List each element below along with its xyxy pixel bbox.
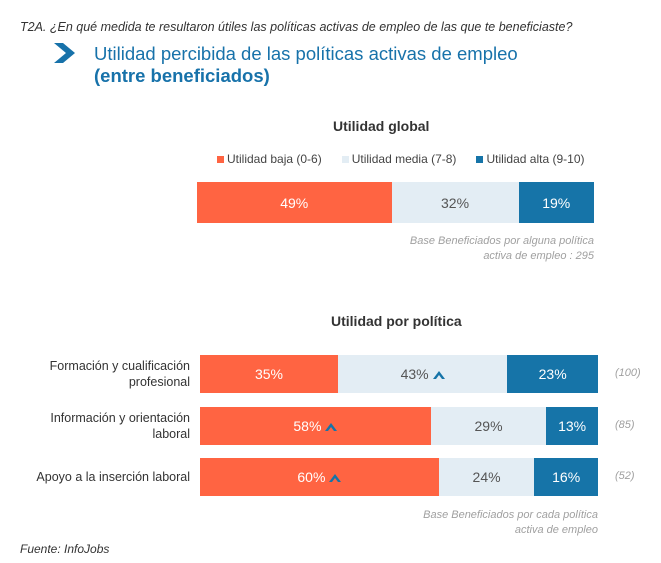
category-label: Información y orientación laboral [10,410,190,442]
segment-high: 23% [507,355,598,393]
data-label: 60% [297,469,326,485]
segment-mid: 43% [337,355,508,393]
policy-section-title: Utilidad por política [331,313,462,329]
policy-base-note: Base Beneficiados por cada política acti… [423,508,598,538]
segment-low: 58% [200,407,431,445]
chart-title: Utilidad percibida de las políticas acti… [94,43,518,64]
global-stacked-bar: 49% 32% 19% [197,182,594,223]
legend-swatch-low [217,155,224,163]
data-label: 19% [542,194,571,211]
policy-note-line1: Base Beneficiados por cada política [423,509,598,521]
data-label: 13% [558,418,587,434]
chevron-right-icon [54,43,75,63]
legend-label-mid: Utilidad media (7-8) [351,152,457,166]
segment-mid: 29% [430,407,547,445]
data-label: 35% [254,366,283,382]
category-label-line: laboral [152,427,190,441]
category-label-line: profesional [128,375,190,389]
global-note-line1: Base Beneficiados por alguna política [409,235,594,247]
policy-stacked-bar: 35% 43% 23% [200,355,598,393]
category-label-line: Apoyo a la inserción laboral [36,470,190,484]
sample-base-label: (100) [615,367,641,379]
chart-subtitle: (entre beneficiados) [94,65,270,86]
sample-base-label: (52) [615,470,635,482]
category-label: Formación y cualificación profesional [10,358,190,390]
segment-high: 13% [546,407,598,445]
source-note: Fuente: InfoJobs [20,542,110,556]
segment-mid: 24% [438,458,535,496]
legend-item-low: Utilidad baja (0-6) [217,152,322,166]
data-label: 49% [280,194,309,211]
data-label: 24% [472,469,501,485]
global-title-text: Utilidad global [333,118,430,134]
data-label: 23% [538,366,567,382]
data-label: 58% [293,418,322,434]
data-label: 32% [441,194,470,211]
legend-swatch-mid [341,155,349,163]
segment-mid: 32% [391,182,519,223]
segment-high: 16% [534,458,598,496]
global-base-note: Base Beneficiados por alguna política ac… [410,234,594,264]
legend-label-low: Utilidad baja (0-6) [227,152,322,166]
sample-base-label: (85) [615,419,635,431]
data-label: 16% [552,469,581,485]
segment-low: 49% [197,182,392,223]
legend-item-mid: Utilidad media (7-8) [341,152,457,166]
policy-note-line2: activa de empleo [514,524,598,536]
policy-stacked-bar: 60% 24% 16% [200,458,598,496]
legend-swatch-high [476,155,484,163]
significant-increase-icon [325,422,338,431]
data-label: 43% [400,366,429,382]
survey-question: T2A. ¿En qué medida te resultaron útiles… [20,20,573,34]
policy-stacked-bar: 58% 29% 13% [200,407,598,445]
legend: Utilidad baja (0-6) Utilidad media (7-8)… [217,152,584,166]
significant-increase-icon [329,473,342,482]
segment-low: 35% [200,355,338,393]
segment-high: 19% [518,182,594,223]
global-note-line2: activa de empleo : 295 [483,250,594,262]
category-label-line: Formación y cualificación [49,359,190,373]
category-label-line: Información y orientación [50,411,190,425]
segment-low: 60% [200,458,439,496]
legend-item-high: Utilidad alta (9-10) [476,152,584,166]
data-label: 29% [474,418,503,434]
significant-increase-icon [432,370,445,379]
category-label: Apoyo a la inserción laboral [10,469,190,485]
legend-label-high: Utilidad alta (9-10) [486,152,585,166]
